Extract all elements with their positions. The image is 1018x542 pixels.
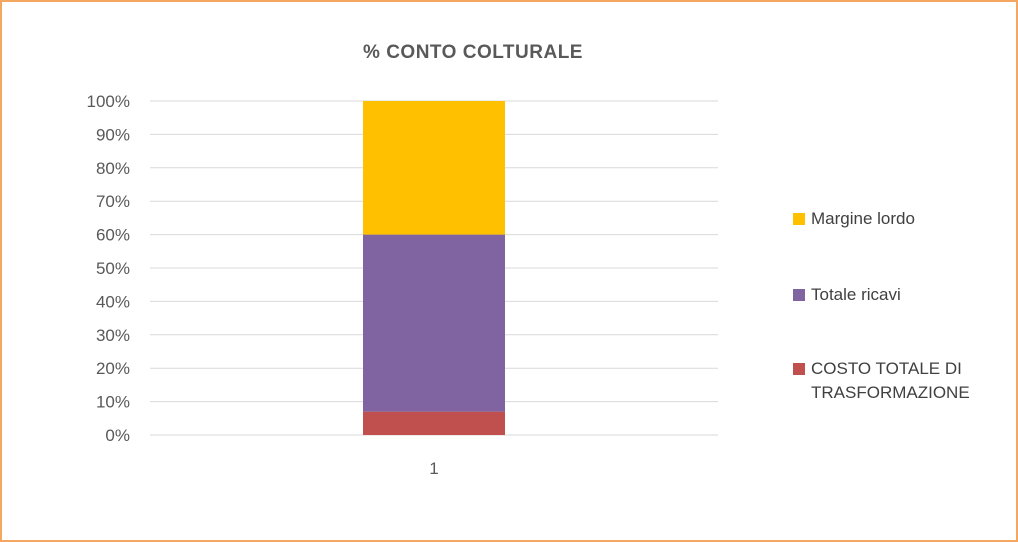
legend-item: COSTO TOTALE DI TRASFORMAZIONE: [793, 359, 970, 402]
y-tick-label: 70%: [96, 192, 130, 211]
bar-segment: [363, 411, 505, 435]
bar-segments: [363, 101, 505, 435]
y-axis-tick-labels: 0% 10% 20% 30% 40% 50% 60% 70% 80% 90% 100%: [87, 92, 130, 445]
legend-swatch: [793, 213, 805, 225]
x-axis-tick-labels: 1: [429, 459, 438, 478]
legend-label: COSTO TOTALE DI TRASFORMAZIONE: [811, 359, 970, 402]
y-tick-label: 60%: [96, 226, 130, 245]
legend-swatch: [793, 363, 805, 375]
y-tick-label: 40%: [96, 292, 130, 311]
y-tick-label: 20%: [96, 359, 130, 378]
legend-swatch: [793, 289, 805, 301]
y-tick-label: 10%: [96, 393, 130, 412]
bar-segment: [363, 101, 505, 235]
y-tick-label: 0%: [105, 426, 130, 445]
legend-label: Margine lordo: [811, 209, 915, 228]
y-tick-label: 30%: [96, 326, 130, 345]
legend-label: Totale ricavi: [811, 285, 901, 304]
legend-item: Totale ricavi: [793, 285, 901, 304]
y-tick-label: 50%: [96, 259, 130, 278]
y-tick-label: 100%: [87, 92, 130, 111]
x-tick-label: 1: [429, 459, 438, 478]
chart-title: % CONTO COLTURALE: [363, 42, 583, 63]
legend: Margine lordo Totale ricavi COSTO TOTALE D…: [793, 209, 970, 402]
legend-item: Margine lordo: [793, 209, 915, 228]
bar-segment: [363, 234, 505, 412]
y-tick-label: 90%: [96, 125, 130, 144]
y-tick-label: 80%: [96, 159, 130, 178]
